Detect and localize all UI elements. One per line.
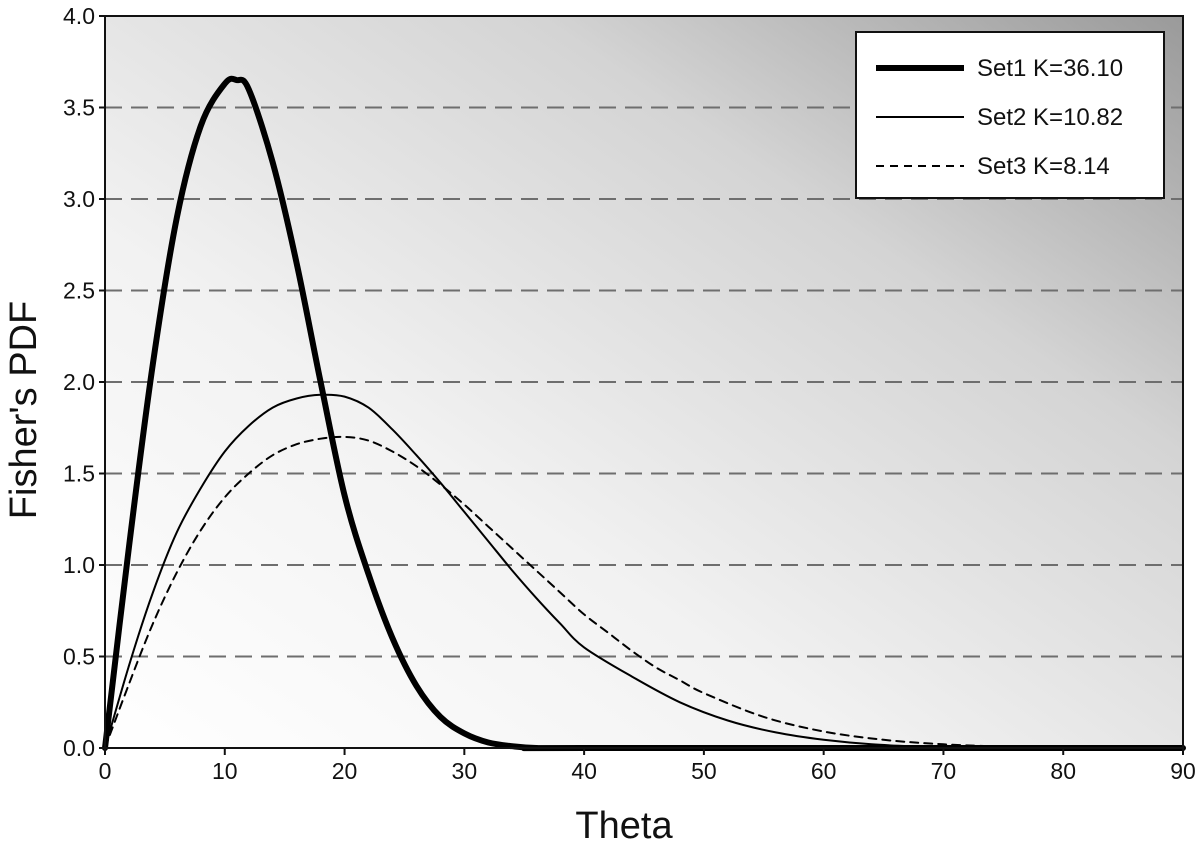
x-tick-label-1: 10 <box>212 758 238 784</box>
x-tick-label-5: 50 <box>691 758 717 784</box>
series-line-set3 <box>104 435 1184 750</box>
legend-box <box>855 31 1165 199</box>
x-tick-label-4: 40 <box>571 758 597 784</box>
y-tick-label-8: 4.0 <box>63 3 95 29</box>
y-tick-label-2: 1.0 <box>63 552 95 578</box>
legend-label-set1: Set1 K=36.10 <box>977 55 1123 82</box>
y-axis-label: Fisher's PDF <box>3 301 45 519</box>
x-axis-label: Theta <box>575 805 673 846</box>
x-axis-ticks: 0 10 20 30 40 50 60 70 80 90 <box>99 748 1196 784</box>
y-tick-label-0: 0.0 <box>63 735 95 761</box>
y-tick-label-1: 0.5 <box>63 644 95 670</box>
x-tick-label-3: 30 <box>452 758 478 784</box>
y-tick-label-7: 3.5 <box>63 95 95 121</box>
y-tick-label-6: 3.0 <box>63 186 95 212</box>
x-tick-label-6: 60 <box>811 758 837 784</box>
y-tick-label-4: 2.0 <box>63 369 95 395</box>
series-line-set2 <box>104 393 1184 750</box>
y-tick-label-5: 2.5 <box>63 278 95 304</box>
x-tick-label-7: 70 <box>931 758 957 784</box>
legend-label-set3: Set3 K=8.14 <box>977 153 1110 180</box>
y-tick-label-3: 1.5 <box>63 461 95 487</box>
legend-label-set2: Set2 K=10.82 <box>977 104 1123 131</box>
x-tick-label-8: 80 <box>1050 758 1076 784</box>
x-tick-label-0: 0 <box>99 758 112 784</box>
x-tick-label-9: 90 <box>1170 758 1196 784</box>
x-tick-label-2: 20 <box>332 758 358 784</box>
y-axis-ticks: 0.0 0.5 1.0 1.5 2.0 2.5 3.0 3.5 4.0 <box>63 3 105 761</box>
legend: Set1 K=36.10 Set2 K=10.82 Set3 K=8.14 <box>855 31 1165 199</box>
